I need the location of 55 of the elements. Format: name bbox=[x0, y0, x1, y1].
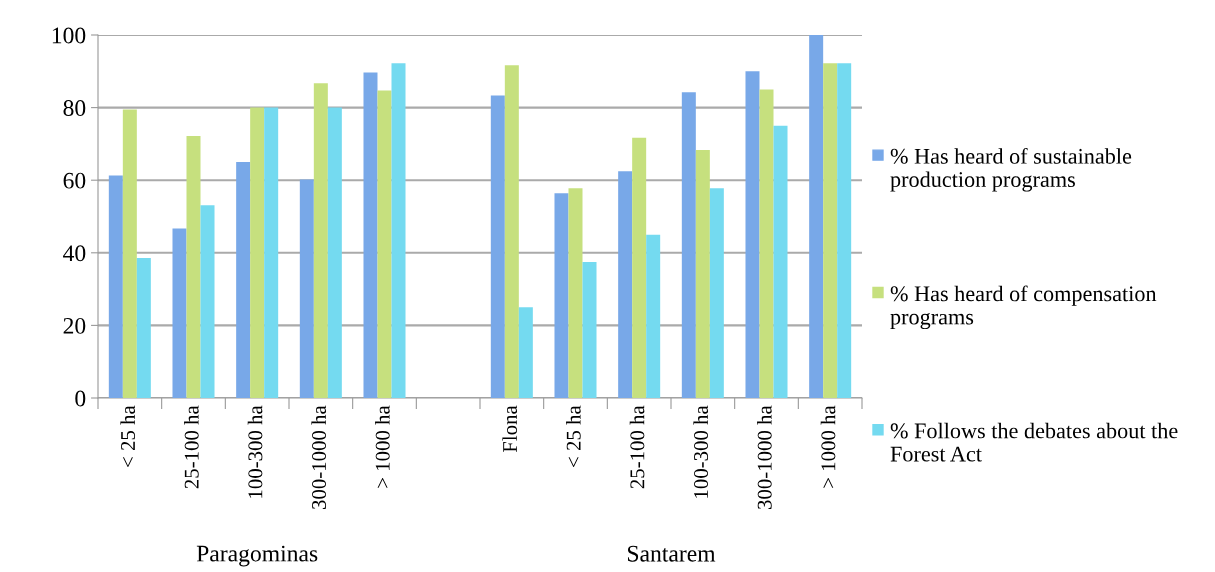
y-tick-label: 80 bbox=[63, 100, 86, 117]
bar bbox=[327, 107, 342, 398]
bar bbox=[377, 90, 392, 398]
x-tick-label: < 25 ha bbox=[120, 405, 136, 467]
bar bbox=[299, 179, 314, 398]
legend-label: % Has heard of compensation programs bbox=[890, 285, 1157, 330]
bar bbox=[391, 63, 406, 398]
bar bbox=[200, 205, 215, 398]
bar bbox=[363, 72, 378, 398]
x-tick-label: 100-300 ha bbox=[693, 405, 709, 498]
bar bbox=[681, 92, 696, 398]
bar bbox=[646, 234, 661, 398]
y-tick-label: 40 bbox=[63, 245, 86, 262]
bar bbox=[695, 150, 710, 398]
text: Paragominas bbox=[196, 545, 318, 567]
bar bbox=[582, 261, 597, 398]
bar bbox=[490, 95, 505, 398]
bar bbox=[518, 307, 533, 398]
x-tick-label: < 25 ha bbox=[566, 405, 581, 467]
bar bbox=[773, 125, 788, 398]
y-tick-label: 20 bbox=[63, 317, 86, 334]
y-tick-label: 60 bbox=[63, 172, 86, 189]
bar bbox=[837, 63, 852, 398]
y-tick-label: 100 bbox=[52, 27, 86, 44]
y-tick-label: 0 bbox=[75, 390, 86, 407]
bar bbox=[313, 83, 328, 398]
text: Santarem bbox=[628, 545, 716, 562]
legend-label: % Follows the debates about the Forest Act bbox=[890, 422, 1178, 462]
bar bbox=[809, 35, 824, 398]
legend-label: % Has heard of sustainable production programs bbox=[890, 147, 1132, 192]
bar bbox=[554, 193, 569, 398]
bar bbox=[172, 228, 187, 398]
x-tick-label: 100-300 ha bbox=[247, 405, 263, 498]
bar bbox=[186, 135, 201, 398]
bar bbox=[504, 65, 519, 398]
x-tick-label: 300-1000 ha bbox=[311, 405, 327, 509]
bar bbox=[759, 89, 774, 398]
bar bbox=[568, 188, 583, 398]
x-tick-label: 300-1000 ha bbox=[757, 405, 772, 509]
x-tick-label: 25-100 ha bbox=[184, 405, 199, 489]
bar bbox=[136, 257, 151, 398]
bar bbox=[264, 107, 279, 398]
bar bbox=[108, 175, 123, 398]
bar bbox=[122, 109, 137, 398]
bar bbox=[250, 107, 265, 398]
x-tick-label: > 1000 ha bbox=[375, 405, 390, 488]
bar bbox=[745, 71, 760, 398]
x-tick-label: > 1000 ha bbox=[820, 405, 836, 488]
x-tick-label: Flona bbox=[502, 405, 518, 453]
bar bbox=[632, 137, 647, 398]
x-tick-label: 25-100 ha bbox=[629, 405, 645, 489]
bar bbox=[618, 171, 633, 398]
bar bbox=[236, 162, 251, 398]
bar bbox=[823, 63, 838, 398]
bar bbox=[709, 188, 724, 398]
